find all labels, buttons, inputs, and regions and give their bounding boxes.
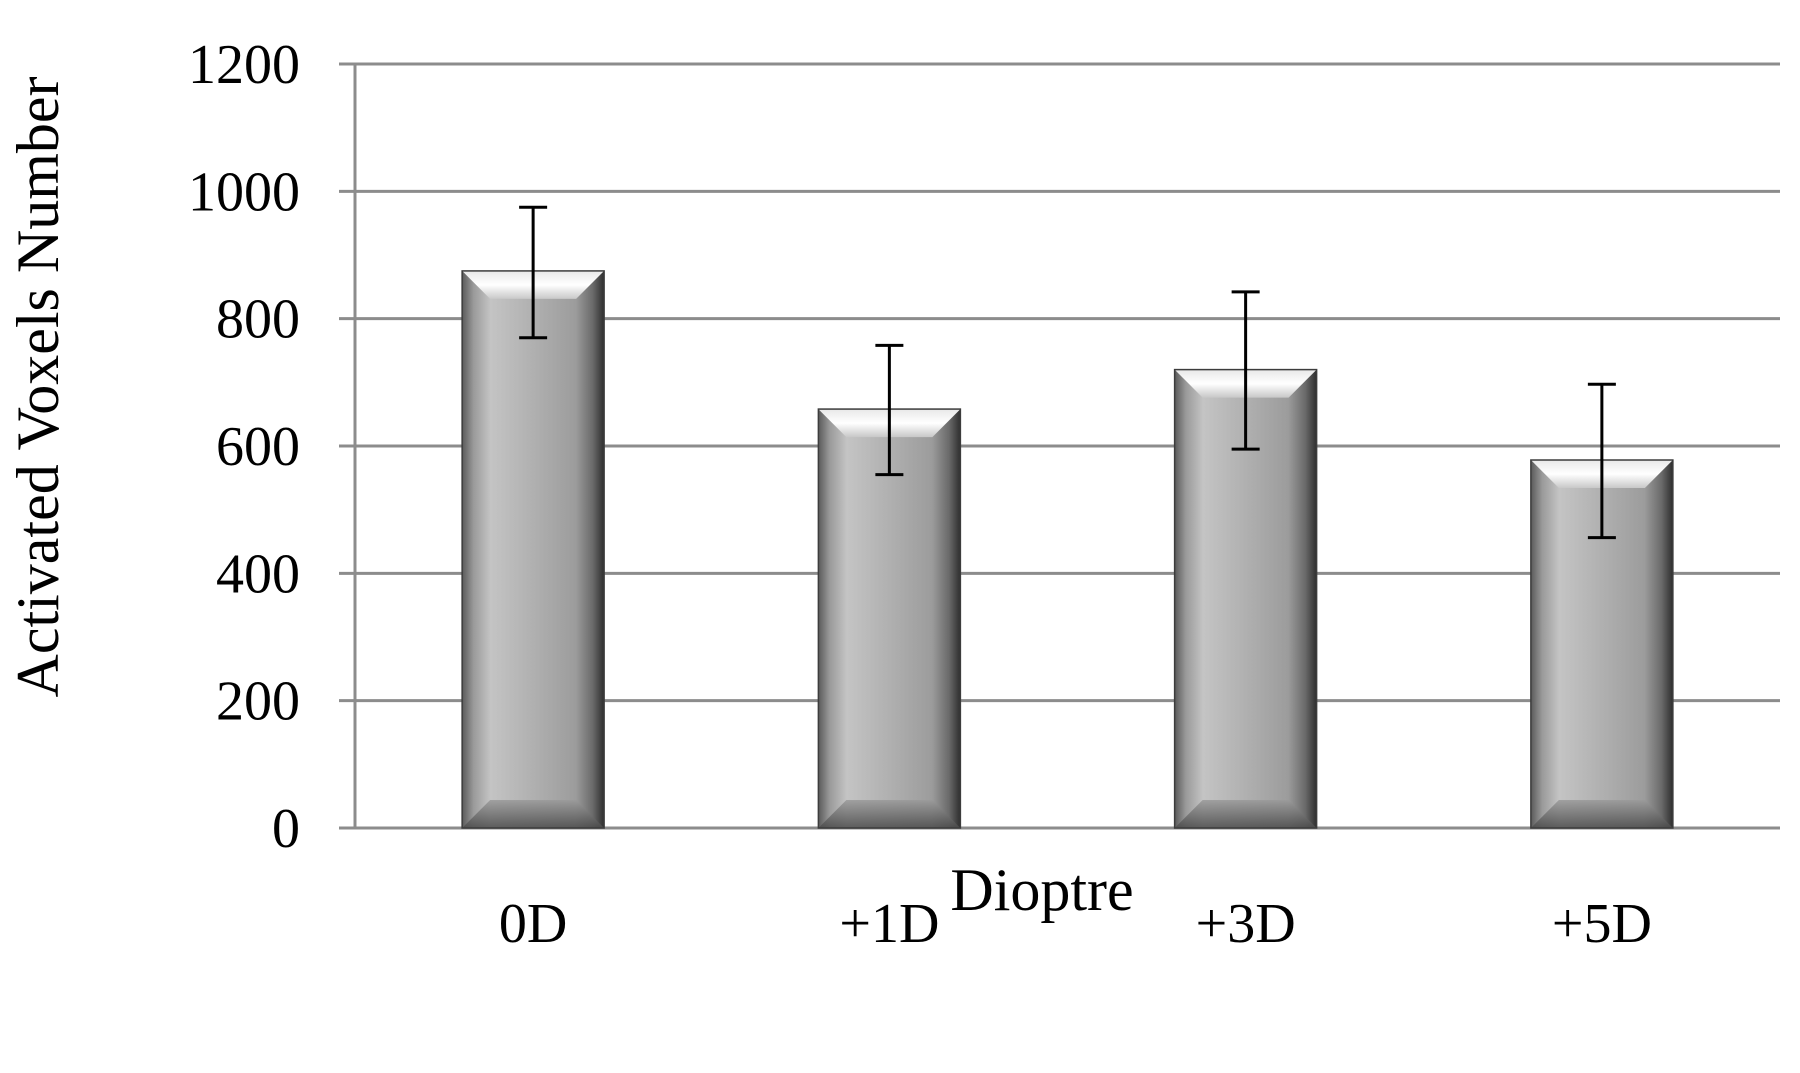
bar [817, 408, 962, 829]
bar-bottom-bevel [462, 800, 605, 828]
y-tick-label: 400 [216, 543, 300, 605]
y-tick-label: 0 [272, 798, 300, 860]
bar-bottom-bevel [818, 800, 961, 828]
error-bar [519, 205, 548, 340]
error-bars [519, 205, 1616, 540]
y-tick-label: 200 [216, 671, 300, 733]
x-tick-label: +1D [839, 893, 939, 955]
bar [461, 270, 605, 829]
error-bar [1587, 382, 1616, 540]
x-tick-labels: 0D +1D +3D +5D [499, 893, 1652, 955]
y-tick-label: 800 [216, 289, 300, 351]
x-axis-title: Dioptre [950, 857, 1133, 923]
bar-bottom-bevel [1174, 800, 1317, 828]
bar-body [462, 270, 605, 829]
bars [461, 270, 1674, 829]
error-bar [1231, 290, 1260, 451]
y-tick-label: 1000 [188, 161, 300, 223]
y-axis-title: Activated Voxels Number [5, 76, 71, 697]
y-tick-label: 1200 [188, 34, 300, 96]
error-bar [875, 343, 904, 477]
y-tick-label: 600 [216, 416, 300, 478]
x-tick-label: 0D [499, 893, 567, 955]
bar-body [818, 409, 961, 828]
x-tick-label: +3D [1196, 893, 1296, 955]
x-tick-label: +5D [1552, 893, 1652, 955]
y-tick-labels: 0 200 400 600 800 1000 1200 [188, 34, 300, 860]
bar-bottom-bevel [1530, 800, 1673, 828]
